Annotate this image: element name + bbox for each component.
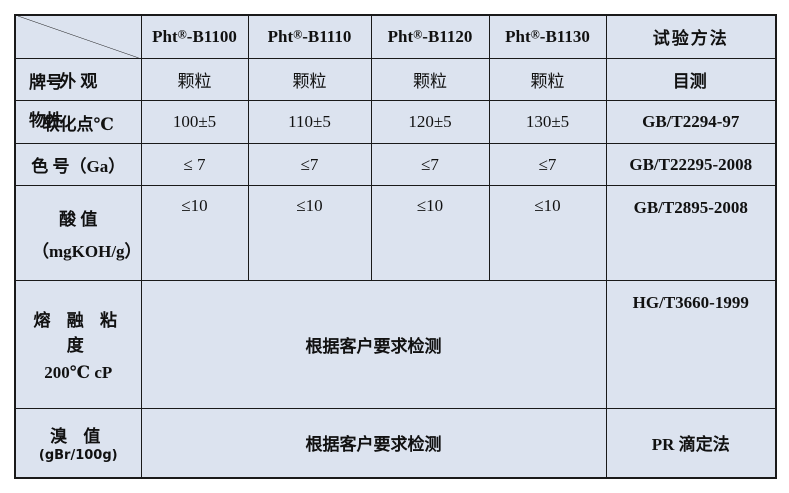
table-row-melt-viscosity: 熔 融 粘 度 200℃ cP 根据客户要求检测 HG/T3660-1999 xyxy=(14,280,777,409)
row-label-appearance: 外 观 xyxy=(14,57,142,102)
cell-appearance-b1130: 颗粒 xyxy=(488,57,607,102)
row-label-acid-value: 酸 值 （mgKOH/g） xyxy=(14,185,142,282)
table-row-softening-point: 软化点℃ 100±5 110±5 120±5 130±5 GB/T2294-97 xyxy=(14,100,777,144)
brand-text-b1100: Pht xyxy=(152,26,178,46)
registered-trademark-icon: ® xyxy=(530,27,540,42)
brand-text-b1120: Pht xyxy=(387,26,414,46)
table-row-appearance: 外 观 颗粒 颗粒 颗粒 颗粒 目测 xyxy=(14,57,777,102)
brand-suffix-b1110: -B1110 xyxy=(302,26,352,46)
corner-diagonal-header-cell: 牌号 物性 xyxy=(14,14,142,130)
cell-color-number-b1110: ≤7 xyxy=(247,142,372,187)
spec-table-container: 牌号 物性 Pht®-B1100 Pht®-B1110 Pht®-B1120 P… xyxy=(14,14,777,479)
cell-appearance-b1110: 颗粒 xyxy=(247,57,372,102)
column-header-b1100: Pht®-B1100 xyxy=(140,14,249,59)
table-row-bromine-value: 溴 值 (gBr/100g) 根据客户要求检测 PR 滴定法 xyxy=(14,407,777,479)
cell-acid-value-b1120: ≤10 xyxy=(370,185,490,282)
corner-label-brand: 牌号 xyxy=(29,73,63,92)
cell-softening-point-b1120: 120±5 xyxy=(370,100,490,144)
row-label-melt-viscosity: 熔 融 粘 度 200℃ cP xyxy=(14,280,142,409)
product-specification-table: 牌号 物性 Pht®-B1100 Pht®-B1110 Pht®-B1120 P… xyxy=(14,14,777,479)
cell-method-appearance: 目测 xyxy=(605,57,777,102)
cell-softening-point-b1110: 110±5 xyxy=(247,100,372,144)
cell-method-bromine-value: PR 滴定法 xyxy=(605,407,777,479)
row-label-melt-viscosity-main: 熔 融 粘 度 xyxy=(33,311,123,356)
brand-suffix-b1100: -B1100 xyxy=(186,26,237,46)
cell-method-acid-value: GB/T2895-2008 xyxy=(605,185,777,282)
row-label-bromine-value: 溴 值 (gBr/100g) xyxy=(14,407,142,479)
cell-softening-point-b1100: 100±5 xyxy=(140,100,249,144)
row-label-acid-value-main: 酸 值 xyxy=(59,209,98,229)
cell-method-melt-viscosity: HG/T3660-1999 xyxy=(605,280,777,409)
registered-trademark-icon: ® xyxy=(293,27,303,42)
cell-method-softening-point: GB/T2294-97 xyxy=(605,100,777,144)
brand-suffix-b1130: -B1130 xyxy=(539,26,590,46)
cell-acid-value-b1110: ≤10 xyxy=(247,185,372,282)
column-header-b1130: Pht®-B1130 xyxy=(488,14,607,59)
column-header-b1110: Pht®-B1110 xyxy=(247,14,372,59)
column-header-test-method: 试验方法 xyxy=(605,14,777,59)
column-header-b1120: Pht®-B1120 xyxy=(370,14,490,59)
cell-color-number-b1130: ≤7 xyxy=(488,142,607,187)
cell-appearance-b1100: 颗粒 xyxy=(140,57,249,102)
row-label-acid-value-unit: （mgKOH/g） xyxy=(32,241,142,261)
table-row-acid-value: 酸 值 （mgKOH/g） ≤10 ≤10 ≤10 ≤10 GB/T2895-2… xyxy=(14,185,777,282)
cell-acid-value-b1130: ≤10 xyxy=(488,185,607,282)
registered-trademark-icon: ® xyxy=(413,27,423,42)
cell-bromine-value-merged-note: 根据客户要求检测 xyxy=(140,407,607,479)
diagonal-divider-icon xyxy=(18,16,139,58)
brand-suffix-b1120: -B1120 xyxy=(422,26,473,46)
cell-melt-viscosity-merged-note: 根据客户要求检测 xyxy=(140,280,607,409)
row-label-color-number: 色 号（Ga） xyxy=(14,142,142,187)
corner-label-property: 物性 xyxy=(29,111,63,130)
cell-color-number-b1120: ≤7 xyxy=(370,142,490,187)
cell-color-number-b1100: ≤ 7 xyxy=(140,142,249,187)
cell-appearance-b1120: 颗粒 xyxy=(370,57,490,102)
table-header-row: 牌号 物性 Pht®-B1100 Pht®-B1110 Pht®-B1120 P… xyxy=(14,14,777,130)
cell-acid-value-b1100: ≤10 xyxy=(140,185,249,282)
row-label-bromine-value-unit: (gBr/100g) xyxy=(38,448,118,464)
cell-softening-point-b1130: 130±5 xyxy=(488,100,607,144)
row-label-melt-viscosity-condition: 200℃ cP xyxy=(44,363,113,383)
brand-text-b1130: Pht xyxy=(505,26,531,46)
registered-trademark-icon: ® xyxy=(177,27,187,42)
brand-text-b1110: Pht xyxy=(267,26,294,46)
row-label-bromine-value-main: 溴 值 xyxy=(50,427,107,447)
table-row-color-number: 色 号（Ga） ≤ 7 ≤7 ≤7 ≤7 GB/T22295-2008 xyxy=(14,142,777,187)
cell-method-color-number: GB/T22295-2008 xyxy=(605,142,777,187)
